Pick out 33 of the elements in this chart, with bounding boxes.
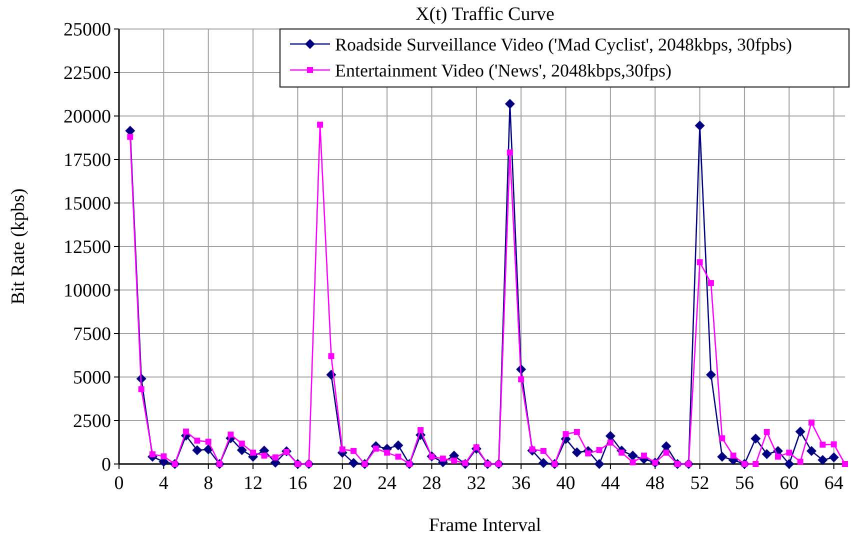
y-tick-label: 2500 — [73, 411, 111, 432]
x-tick-label: 16 — [288, 473, 308, 494]
x-tick-label: 8 — [204, 473, 214, 494]
y-tick-label: 0 — [102, 454, 111, 476]
x-tick-label: 20 — [332, 473, 352, 494]
y-tick-label: 20000 — [64, 106, 111, 128]
y-tick-label: 22500 — [64, 63, 111, 84]
legend-label: Roadside Surveillance Video ('Mad Cyclist', 2048kbps, 30fpbs) — [335, 34, 792, 54]
y-tick-label: 15000 — [64, 194, 111, 215]
y-tick-label: 10000 — [64, 280, 111, 302]
x-tick-label: 4 — [158, 473, 169, 494]
y-tick-label: 25000 — [64, 20, 111, 41]
x-tick-label: 48 — [646, 473, 665, 494]
x-axis-title: Frame Interval — [428, 515, 542, 536]
y-axis-title: Bit Rate (kpbs) — [8, 188, 29, 305]
y-tick-label: 12500 — [64, 237, 111, 258]
y-tick-label: 17500 — [64, 150, 111, 172]
legend-label: Entertainment Video ('News', 2048kbps,30fps) — [335, 60, 672, 80]
x-tick-label: 64 — [824, 473, 844, 494]
x-tick-label: 12 — [244, 473, 263, 494]
x-tick-label: 56 — [734, 473, 754, 494]
x-tick-label: 36 — [512, 473, 531, 494]
x-tick-label: 24 — [378, 473, 398, 494]
x-tick-label: 32 — [466, 473, 486, 494]
x-tick-label: 40 — [556, 473, 576, 494]
x-tick-label: 60 — [780, 473, 799, 494]
chart-title: X(t) Traffic Curve — [416, 4, 554, 25]
x-tick-label: 52 — [690, 473, 710, 494]
x-tick-label: 0 — [114, 473, 124, 494]
x-tick-label: 44 — [600, 473, 620, 494]
x-tick-label: 28 — [422, 473, 442, 494]
y-tick-label: 5000 — [73, 368, 111, 389]
y-tick-label: 7500 — [73, 324, 111, 346]
